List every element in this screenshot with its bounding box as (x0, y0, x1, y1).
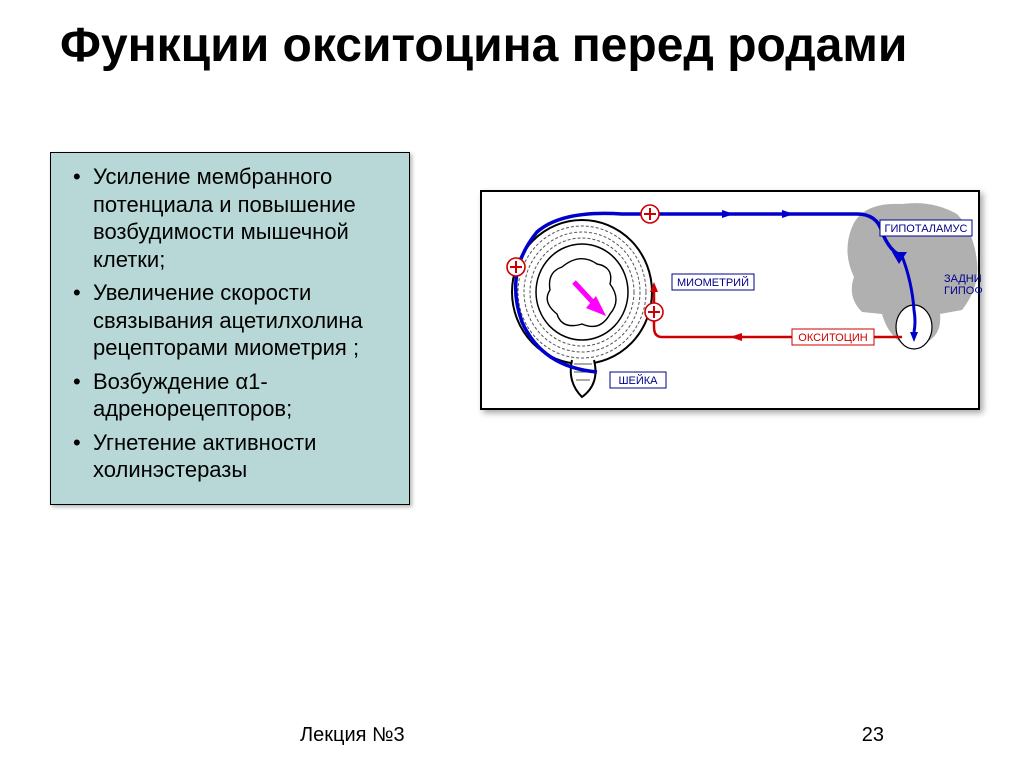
diagram-svg: ГИПОТАЛАМУС ЗАДНИЙ ГИПОФИЗ ОКСИТОЦИН МИО… (482, 192, 982, 412)
bullet-textbox: Усиление мембранного потенциала и повыше… (50, 152, 410, 505)
oxytocin-label: ОКСИТОЦИН (798, 332, 868, 344)
bullet-item: Возбуждение α1-адренорецепторов; (65, 368, 395, 423)
bullet-item: Увеличение скорости связывания ацетилхол… (65, 279, 395, 362)
slide-title: Функции окситоцина перед родами (60, 18, 984, 73)
plus-icon (507, 258, 525, 276)
hypothalamus-label: ГИПОТАЛАМУС (885, 223, 968, 235)
cervix-label: ШЕЙКА (618, 374, 658, 387)
plus-icon (645, 303, 663, 321)
arrowhead-icon (722, 210, 734, 218)
oxytocin-diagram: ГИПОТАЛАМУС ЗАДНИЙ ГИПОФИЗ ОКСИТОЦИН МИО… (480, 190, 980, 410)
posterior-pituitary-label: ЗАДНИЙ ГИПОФИЗ (944, 272, 982, 297)
bullet-item: Угнетение активности холинэстеразы (65, 429, 395, 484)
bullet-list: Усиление мембранного потенциала и повыше… (65, 163, 395, 484)
plus-icon (641, 205, 659, 223)
myometrium-label: МИОМЕТРИЙ (677, 276, 749, 289)
arrowhead-icon (782, 210, 794, 218)
arrowhead-icon (730, 333, 742, 341)
bullet-item: Усиление мембранного потенциала и повыше… (65, 163, 395, 273)
footer-page: 23 (862, 724, 884, 747)
footer-lecture: Лекция №3 (300, 724, 405, 747)
